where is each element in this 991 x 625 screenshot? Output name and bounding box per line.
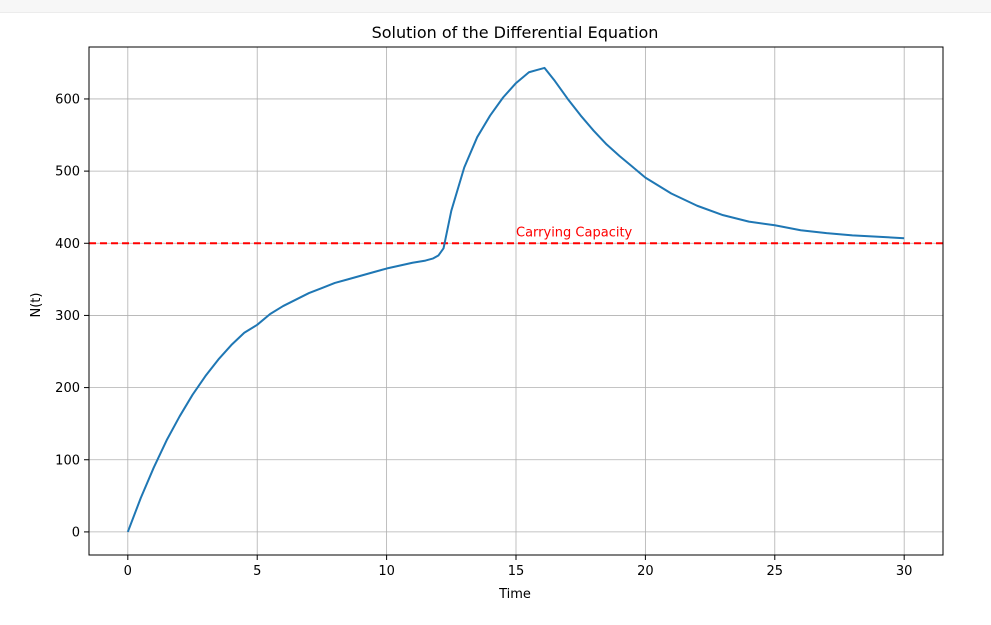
- x-tick-label: 15: [508, 564, 525, 579]
- y-tick-label: 200: [55, 381, 80, 396]
- x-axis: 0 5 10 15 20 25 30: [124, 555, 913, 579]
- y-tick-label: 0: [72, 525, 80, 540]
- x-tick-label: 25: [767, 564, 784, 579]
- y-axis-label: N(t): [29, 293, 44, 318]
- y-axis: 0 100 200 300 400 500 600: [55, 92, 89, 540]
- series-line: [126, 66, 905, 533]
- x-tick-label: 20: [637, 564, 654, 579]
- x-tick-label: 10: [378, 564, 395, 579]
- x-tick-label: 30: [896, 564, 913, 579]
- chart-title: Solution of the Differential Equation: [372, 23, 659, 42]
- y-tick-label: 300: [55, 309, 80, 324]
- x-axis-label: Time: [498, 587, 531, 602]
- y-tick-label: 500: [55, 165, 80, 180]
- x-tick-label: 0: [124, 564, 132, 579]
- y-tick-label: 100: [55, 453, 80, 468]
- series-layer: [126, 66, 905, 533]
- y-tick-label: 400: [55, 237, 80, 252]
- notebook-output-header: [0, 0, 991, 13]
- x-tick-label: 5: [253, 564, 261, 579]
- y-tick-label: 600: [55, 92, 80, 107]
- carrying-capacity-annotation: Carrying Capacity: [516, 225, 633, 240]
- grid-lines: [89, 47, 943, 555]
- annotation-layer: Carrying Capacity: [516, 225, 633, 240]
